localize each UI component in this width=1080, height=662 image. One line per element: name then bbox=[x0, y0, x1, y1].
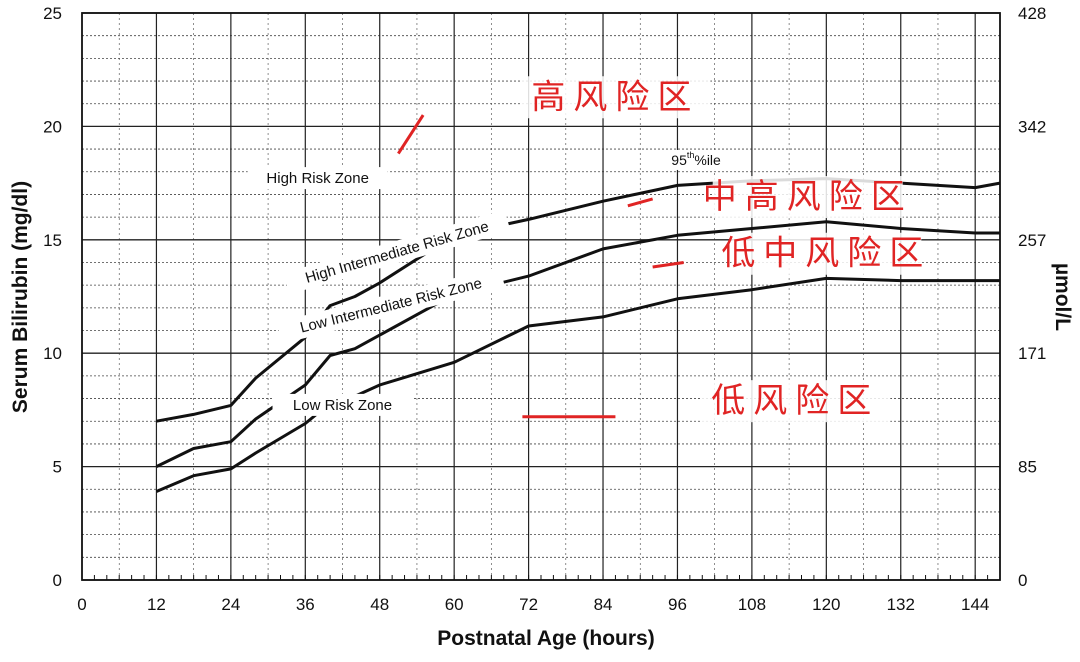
zone-label-bg bbox=[283, 209, 511, 295]
y2-axis-title: µmol/L bbox=[1051, 263, 1074, 331]
x-tick-label: 132 bbox=[887, 595, 915, 614]
x-tick-label: 0 bbox=[77, 595, 86, 614]
y-tick-label: 25 bbox=[43, 4, 62, 23]
zone-label-bg bbox=[272, 393, 413, 416]
x-axis-title: Postnatal Age (hours) bbox=[437, 627, 654, 650]
y-tick-label: 20 bbox=[43, 117, 62, 136]
x-tick-label: 84 bbox=[594, 595, 613, 614]
overlay-risk-label: 中高风险区 bbox=[703, 177, 913, 217]
overlay-risk-label: 低中风险区 bbox=[721, 234, 931, 274]
x-tick-label: 108 bbox=[738, 595, 766, 614]
overlay-leader-line bbox=[397, 114, 425, 155]
x-tick-label: 72 bbox=[519, 595, 538, 614]
y-tick-label: 10 bbox=[43, 344, 62, 363]
axes: 0 12 24 36 48 60 72 84 96 108 120 132 144 0 5 10 15 20 25 0… bbox=[43, 4, 1046, 614]
overlay-leader-line bbox=[627, 197, 654, 208]
zone-label-bg bbox=[276, 266, 506, 344]
y2-tick-label: 428 bbox=[1018, 4, 1046, 23]
y-tick-label: 15 bbox=[43, 231, 62, 250]
pct-label-bg bbox=[662, 149, 731, 170]
percentile-label: 95th%ile bbox=[671, 150, 721, 168]
zone-label: High Risk Zone bbox=[266, 170, 369, 187]
y2-tick-label: 85 bbox=[1018, 458, 1037, 477]
zone-label: Low Risk Zone bbox=[293, 397, 392, 414]
x-tick-label: 12 bbox=[147, 595, 166, 614]
x-tick-label: 144 bbox=[961, 595, 989, 614]
overlay-risk-label: 高风险区 bbox=[531, 77, 699, 117]
overlay-label-bg bbox=[700, 380, 891, 423]
overlay-label-bg bbox=[731, 232, 922, 275]
x-tick-label: 36 bbox=[296, 595, 315, 614]
series-line-3 bbox=[155, 276, 1000, 493]
y-axis-title: Serum Bilirubin (mg/dl) bbox=[9, 181, 32, 413]
y2-tick-label: 0 bbox=[1018, 571, 1027, 590]
zone-label-bg bbox=[247, 167, 388, 190]
x-tick-label: 24 bbox=[221, 595, 240, 614]
overlay-label-bg bbox=[520, 76, 711, 119]
x-tick-label: 96 bbox=[668, 595, 687, 614]
x-tick-label: 60 bbox=[445, 595, 464, 614]
overlay-leader-line bbox=[652, 260, 684, 269]
y2-tick-label: 342 bbox=[1018, 117, 1046, 136]
overlay-risk-label: 低风险区 bbox=[711, 381, 879, 421]
overlay-label-bg bbox=[712, 176, 903, 219]
y-tick-label: 5 bbox=[53, 458, 62, 477]
y2-tick-label: 257 bbox=[1018, 231, 1046, 250]
x-tick-label: 48 bbox=[370, 595, 389, 614]
y2-tick-label: 171 bbox=[1018, 344, 1046, 363]
x-tick-label: 120 bbox=[812, 595, 840, 614]
y-tick-label: 0 bbox=[53, 571, 62, 590]
